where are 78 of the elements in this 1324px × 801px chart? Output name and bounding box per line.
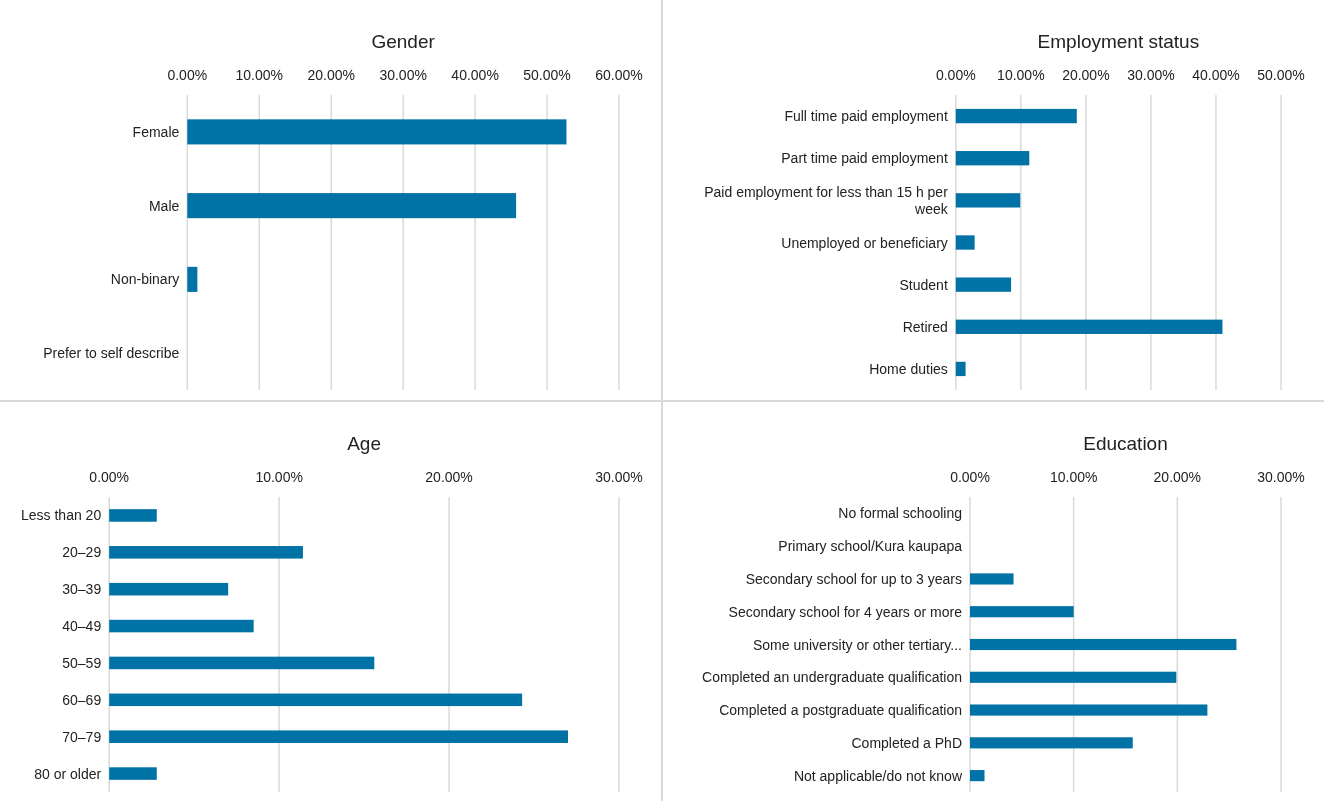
y-tick-label: 30–39 bbox=[62, 581, 102, 598]
bar bbox=[955, 108, 1077, 124]
y-tick-label: Home duties bbox=[869, 360, 948, 377]
x-tick-label: 20.00% bbox=[1062, 67, 1110, 83]
bar bbox=[970, 671, 1177, 683]
bar bbox=[109, 767, 157, 780]
y-tick-label: 60–69 bbox=[62, 691, 102, 708]
x-tick-label: 20.00% bbox=[1153, 469, 1202, 485]
x-tick-label: 30.00% bbox=[595, 469, 643, 485]
bar bbox=[109, 693, 523, 707]
y-tick-label: Completed a PhD bbox=[851, 734, 962, 751]
bar bbox=[109, 730, 569, 743]
y-tick-label: Secondary school for 4 years or more bbox=[728, 603, 963, 620]
bar bbox=[187, 193, 517, 219]
bar bbox=[970, 737, 1133, 749]
x-tick-label: 30.00% bbox=[1257, 469, 1305, 485]
y-tick-label: Less than 20 bbox=[21, 507, 102, 524]
bar bbox=[970, 770, 985, 782]
x-tick-label: 10.00% bbox=[997, 67, 1045, 83]
bar bbox=[955, 235, 975, 250]
bar bbox=[109, 509, 157, 522]
x-tick-label: 10.00% bbox=[235, 67, 283, 83]
x-tick-label: 30.00% bbox=[1127, 67, 1175, 83]
bar bbox=[955, 151, 1030, 166]
bar bbox=[187, 119, 567, 145]
y-tick-label: No formal schooling bbox=[838, 505, 962, 522]
bar bbox=[955, 193, 1021, 208]
y-tick-label: Some university or other tertiary... bbox=[752, 636, 962, 653]
bar bbox=[955, 361, 966, 377]
x-tick-label: 40.00% bbox=[451, 67, 499, 83]
y-tick-label: 50–59 bbox=[62, 654, 102, 671]
y-tick-label: Part time paid employment bbox=[781, 150, 948, 167]
chart-title: Gender bbox=[371, 31, 436, 52]
y-tick-label: Male bbox=[148, 197, 180, 214]
x-tick-label: 30.00% bbox=[379, 67, 427, 83]
x-tick-label: 0.00% bbox=[89, 469, 130, 485]
x-tick-label: 20.00% bbox=[307, 67, 355, 83]
x-tick-label: 50.00% bbox=[1257, 67, 1305, 83]
bar bbox=[955, 277, 1012, 292]
y-tick-label: Unemployed or beneficiary bbox=[781, 234, 948, 251]
y-tick-label: Not applicable/do not know bbox=[793, 767, 963, 784]
chart-title: Age bbox=[347, 433, 382, 454]
y-tick-label: Full time paid employment bbox=[784, 108, 948, 125]
y-tick-label: Completed a postgraduate qualification bbox=[719, 702, 962, 719]
y-tick-label: 20–29 bbox=[62, 544, 102, 561]
y-tick-label: Primary school/Kura kaupapa bbox=[778, 538, 963, 555]
y-tick-label: 80 or older bbox=[34, 765, 102, 782]
x-tick-label: 60.00% bbox=[595, 67, 643, 83]
x-tick-label: 0.00% bbox=[950, 469, 990, 485]
y-tick-label: Secondary school for up to 3 years bbox=[745, 570, 962, 587]
bar bbox=[187, 266, 198, 292]
x-tick-label: 10.00% bbox=[1049, 469, 1098, 485]
bar bbox=[955, 319, 1223, 334]
x-tick-label: 0.00% bbox=[935, 67, 976, 83]
bar bbox=[109, 546, 303, 559]
y-tick-label: Prefer to self describe bbox=[43, 345, 180, 362]
chart-title: Education bbox=[1083, 433, 1168, 454]
y-tick-label: Paid employment for less than 15 h per week bbox=[704, 183, 949, 217]
bar bbox=[109, 582, 229, 596]
x-tick-label: 0.00% bbox=[167, 67, 208, 83]
y-tick-label: Non-binary bbox=[110, 271, 180, 288]
y-tick-label: Female bbox=[132, 123, 180, 140]
bar bbox=[970, 638, 1237, 651]
bar bbox=[970, 606, 1074, 618]
x-tick-label: 10.00% bbox=[255, 469, 303, 485]
y-tick-label: Student bbox=[899, 276, 948, 293]
bar bbox=[109, 656, 375, 670]
bar bbox=[970, 704, 1208, 716]
y-tick-label: Retired bbox=[902, 318, 948, 335]
bar bbox=[109, 619, 254, 633]
y-tick-label: Completed an undergraduate qualification bbox=[702, 669, 962, 686]
y-tick-label: 70–79 bbox=[62, 728, 102, 745]
bar bbox=[970, 573, 1014, 585]
x-tick-label: 40.00% bbox=[1192, 67, 1240, 83]
x-tick-label: 50.00% bbox=[523, 67, 571, 83]
chart-title: Employment status bbox=[1037, 31, 1200, 52]
x-tick-label: 20.00% bbox=[425, 469, 473, 485]
y-tick-label: 40–49 bbox=[62, 618, 102, 635]
